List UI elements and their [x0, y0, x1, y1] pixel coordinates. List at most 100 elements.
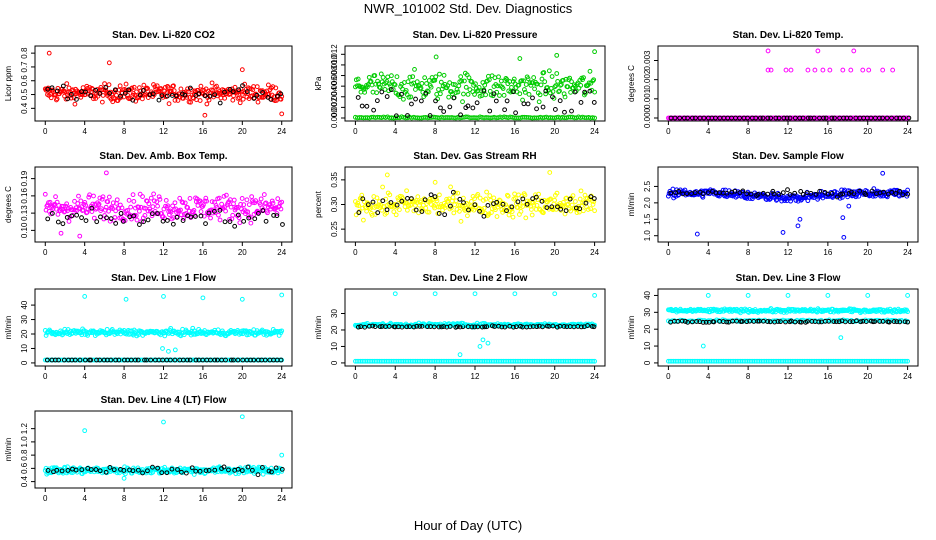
data-point: [537, 92, 543, 98]
flagged-point: [107, 465, 113, 470]
flagged-point: [255, 472, 261, 478]
x-tick-label: 24: [903, 372, 912, 381]
data-point: [484, 189, 490, 195]
panel-9: Stan. Dev. Line 3 Flow ml/min 0 4 8 12 16 20 24 0…: [627, 273, 919, 381]
data-point: [62, 89, 68, 95]
y-axis-label: ml/min: [627, 316, 636, 340]
flagged-point: [359, 103, 365, 109]
data-point: [169, 91, 175, 97]
flagged-point: [193, 357, 199, 363]
flagged-point: [274, 213, 280, 219]
flagged-point: [880, 115, 885, 121]
flagged-point: [49, 85, 55, 91]
flagged-point: [543, 88, 549, 94]
flagged-point: [203, 468, 209, 473]
x-tick-label: 0: [666, 372, 671, 381]
data-point: [102, 81, 107, 87]
flagged-point: [734, 318, 740, 324]
data-point: [273, 85, 279, 91]
data-point: [414, 200, 420, 205]
y-axis-label: ml/min: [627, 193, 636, 217]
x-tick-label: 8: [122, 248, 127, 257]
data-point: [279, 328, 285, 334]
outlier-point: [202, 112, 208, 118]
flagged-point: [59, 468, 65, 474]
outlier-point: [745, 293, 751, 298]
flagged-point: [800, 192, 806, 197]
flagged-point: [780, 190, 786, 195]
data-point: [436, 87, 441, 92]
outlier-point: [547, 170, 553, 175]
flagged-point: [179, 469, 184, 475]
data-point: [203, 195, 209, 201]
x-tick-label: 4: [82, 372, 87, 381]
data-point: [394, 204, 400, 210]
data-point: [209, 80, 215, 86]
flagged-point: [278, 91, 284, 97]
flagged-point: [159, 93, 165, 99]
flagged-point: [94, 219, 100, 225]
x-tick-label: 12: [471, 248, 480, 257]
data-point: [406, 94, 412, 100]
data-point: [565, 202, 570, 208]
data-point: [856, 193, 862, 199]
data-point: [534, 202, 540, 208]
flagged-point: [240, 83, 245, 88]
data-point: [414, 79, 420, 85]
outlier-point: [905, 293, 910, 298]
flagged-point: [832, 115, 837, 121]
x-tick-label: 0: [353, 127, 358, 136]
flagged-point: [262, 357, 268, 363]
data-point: [206, 208, 212, 214]
data-point: [491, 195, 497, 201]
outlier-point: [795, 223, 801, 229]
flagged-point: [431, 324, 437, 330]
flagged-point: [477, 208, 482, 214]
outlier-point: [121, 475, 127, 481]
outlier-point: [82, 294, 88, 299]
flagged-point: [676, 188, 682, 194]
flagged-point: [156, 97, 162, 103]
flagged-point: [540, 104, 546, 110]
flagged-point: [729, 189, 735, 195]
flagged-point: [388, 87, 394, 93]
flagged-point: [193, 468, 199, 474]
flagged-point: [544, 205, 550, 210]
flagged-point: [121, 357, 127, 363]
data-point: [537, 206, 542, 212]
data-point: [133, 213, 139, 218]
y-tick-label: 0.19: [20, 170, 29, 186]
flagged-point: [583, 200, 589, 206]
flagged-point: [384, 94, 390, 99]
data-point: [437, 91, 443, 97]
data-point: [532, 86, 537, 92]
flagged-point: [792, 190, 798, 196]
data-point: [449, 89, 454, 95]
flagged-point: [374, 98, 380, 104]
data-point: [472, 92, 477, 97]
flagged-point: [549, 204, 555, 210]
x-tick-label: 4: [393, 372, 398, 381]
outlier-point: [160, 346, 165, 351]
data-point: [568, 208, 573, 214]
x-tick-label: 24: [590, 127, 599, 136]
data-point: [240, 96, 246, 102]
data-point: [90, 86, 96, 92]
flagged-point: [500, 201, 506, 207]
flagged-point: [668, 190, 674, 196]
flagged-point: [118, 211, 124, 216]
flagged-point: [485, 202, 491, 208]
flagged-point: [212, 467, 218, 473]
outlier-point: [552, 291, 558, 297]
flagged-point: [388, 200, 394, 205]
flagged-point: [886, 319, 892, 325]
data-point: [83, 202, 89, 208]
data-point: [154, 83, 160, 89]
data-point: [146, 201, 152, 207]
flagged-point: [857, 188, 863, 194]
flagged-point: [55, 219, 61, 225]
flagged-point: [254, 92, 260, 98]
y-tick-label: 2.5: [643, 180, 652, 192]
flagged-point: [223, 357, 228, 363]
outlier-point: [384, 172, 390, 178]
